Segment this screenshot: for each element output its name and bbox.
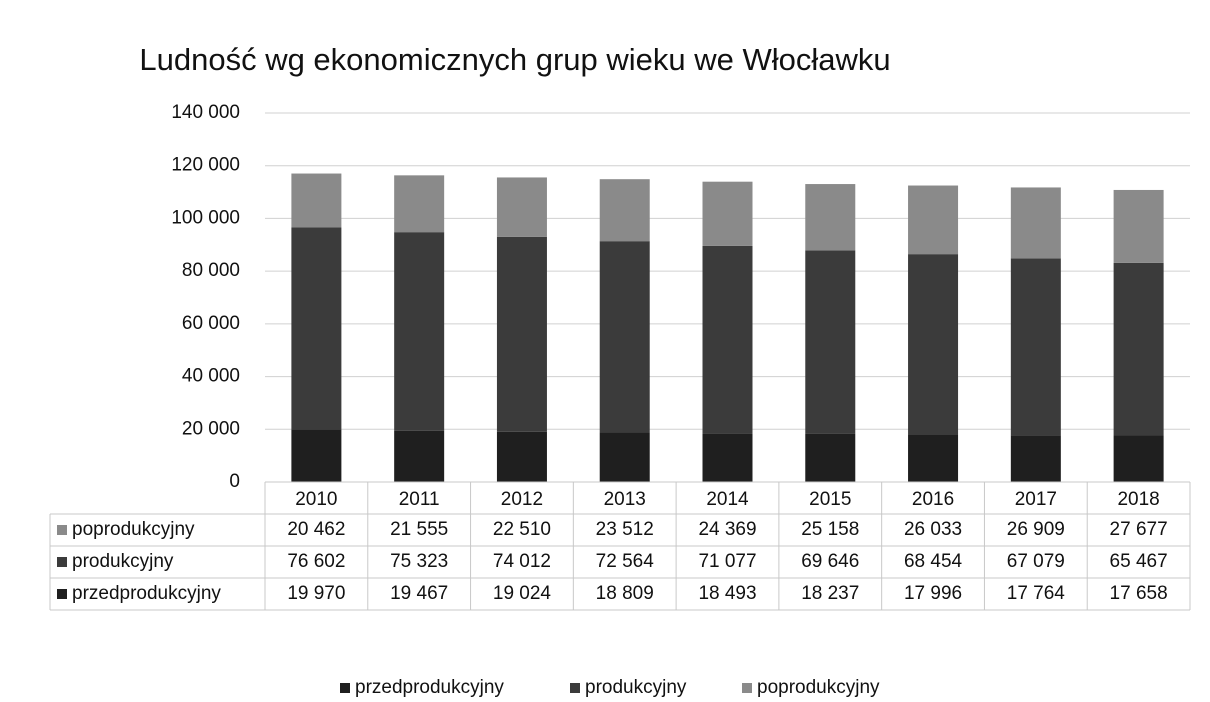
table-cell: 69 646	[801, 551, 859, 572]
bar-segment	[702, 181, 753, 246]
x-tick-label: 2011	[399, 489, 440, 510]
table-cell: 72 564	[596, 551, 655, 572]
legend-swatch	[570, 683, 580, 693]
bar-segment	[908, 254, 959, 435]
bar-segment	[1113, 189, 1164, 263]
table-row-label: produkcyjny	[72, 551, 174, 572]
x-tick-label: 2018	[1117, 489, 1159, 510]
bar-segment	[496, 431, 547, 482]
chart-title: Ludność wg ekonomicznych grup wieku we W…	[139, 42, 890, 77]
bar-segment	[291, 173, 342, 228]
table-row-label: poprodukcyjny	[72, 519, 195, 540]
table-cell: 75 323	[390, 551, 448, 572]
y-tick-label: 60 000	[182, 313, 240, 334]
x-tick-label: 2016	[912, 489, 954, 510]
y-tick-label: 20 000	[182, 418, 240, 439]
bar-segment	[599, 241, 650, 433]
table-cell: 24 369	[698, 519, 756, 540]
y-tick-label: 140 000	[171, 102, 240, 123]
table-cell: 27 677	[1110, 519, 1168, 540]
table-cell: 68 454	[904, 551, 963, 572]
table-cell: 19 467	[390, 583, 448, 604]
table-cell: 25 158	[801, 519, 859, 540]
x-tick-label: 2010	[295, 489, 337, 510]
bar-segment	[1010, 187, 1061, 259]
x-tick-label: 2012	[501, 489, 543, 510]
bar-segment	[908, 434, 959, 482]
table-cell: 20 462	[287, 519, 345, 540]
table-cell: 26 909	[1007, 519, 1065, 540]
legend-label: przedprodukcyjny	[355, 677, 504, 698]
table-cell: 18 809	[596, 583, 654, 604]
legend-swatch	[340, 683, 350, 693]
table-cell: 67 079	[1007, 551, 1065, 572]
table-cell: 19 024	[493, 583, 552, 604]
table-cell: 18 493	[698, 583, 756, 604]
bar-segment	[1010, 258, 1061, 436]
bar-segment	[599, 432, 650, 482]
bar-segment	[496, 236, 547, 432]
y-tick-label: 120 000	[171, 155, 240, 176]
table-cell: 17 996	[904, 583, 962, 604]
table-cell: 19 970	[287, 583, 345, 604]
table-cell: 65 467	[1110, 551, 1168, 572]
x-tick-label: 2015	[809, 489, 851, 510]
bar-segment	[1113, 262, 1164, 436]
bar-segment	[805, 433, 856, 482]
y-tick-label: 40 000	[182, 366, 240, 387]
bar-segment	[394, 175, 445, 233]
bar-segment	[394, 232, 445, 431]
bar-segment	[1113, 435, 1164, 482]
table-cell: 21 555	[390, 519, 448, 540]
bar-segment	[291, 227, 342, 430]
table-cell: 23 512	[596, 519, 654, 540]
bar-segment	[291, 429, 342, 482]
y-tick-label: 100 000	[171, 207, 240, 228]
table-row-label: przedprodukcyjny	[72, 583, 221, 604]
table-cell: 71 077	[698, 551, 756, 572]
bar-segment	[496, 177, 547, 237]
legend-swatch	[742, 683, 752, 693]
y-tick-label: 80 000	[182, 260, 240, 281]
bar-segment	[702, 245, 753, 434]
table-swatch	[57, 525, 67, 535]
bar-segment	[805, 250, 856, 434]
table-cell: 17 658	[1110, 583, 1168, 604]
legend-label: poprodukcyjny	[757, 677, 880, 698]
x-tick-label: 2017	[1015, 489, 1057, 510]
bar-segment	[394, 430, 445, 482]
table-swatch	[57, 589, 67, 599]
bar-segment	[908, 185, 959, 255]
table-cell: 26 033	[904, 519, 962, 540]
bar-segment	[1010, 435, 1061, 482]
table-cell: 18 237	[801, 583, 859, 604]
table-cell: 17 764	[1007, 583, 1066, 604]
legend-label: produkcyjny	[585, 677, 687, 698]
table-cell: 76 602	[287, 551, 345, 572]
x-tick-label: 2013	[604, 489, 646, 510]
bar-segment	[805, 184, 856, 251]
table-swatch	[57, 557, 67, 567]
table-cell: 74 012	[493, 551, 551, 572]
bar-segment	[599, 179, 650, 242]
x-tick-label: 2014	[706, 489, 749, 510]
y-tick-label: 0	[229, 471, 240, 492]
table-cell: 22 510	[493, 519, 551, 540]
bar-segment	[702, 433, 753, 482]
